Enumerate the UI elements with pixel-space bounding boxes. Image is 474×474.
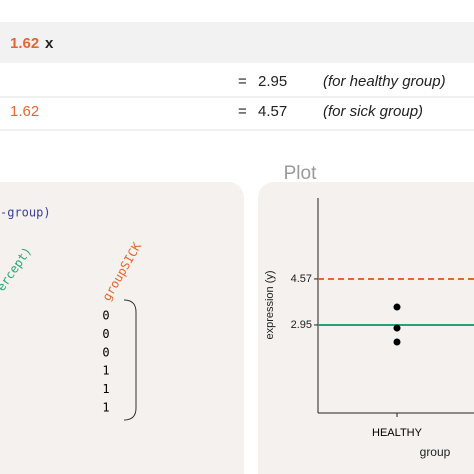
matrix-cell: 1: [102, 382, 109, 396]
y-tick-label: 4.57: [291, 273, 312, 285]
matrix-cell: 1: [102, 364, 109, 378]
matrix-cell: 0: [102, 327, 109, 341]
point: [393, 303, 401, 311]
plot-area: 2.95 4.57 HEALTHY: [291, 198, 474, 439]
bracket: [123, 299, 137, 421]
coefficient: 1.62: [10, 35, 39, 52]
plot-panel: [258, 182, 474, 474]
chart-title: Plot: [284, 163, 317, 184]
top-band: [0, 22, 474, 63]
coefficient: 1.62: [10, 103, 39, 120]
x-tick-label: HEALTHY: [372, 427, 423, 439]
matrix-cell: 0: [102, 345, 109, 359]
x-axis-label: group: [420, 445, 451, 459]
note: (for healthy group): [323, 73, 446, 90]
result: 4.57: [258, 103, 287, 120]
point: [393, 324, 401, 332]
matrix: 0 0 0 1 1 1: [102, 309, 109, 415]
variable: x: [45, 35, 54, 52]
equals: =: [238, 103, 247, 120]
code-panel: [0, 182, 244, 474]
point: [393, 338, 401, 346]
matrix-cell: 1: [102, 401, 109, 415]
equals: =: [238, 73, 247, 90]
y-tick-label: 2.95: [291, 319, 312, 331]
matrix-cell: 0: [102, 309, 109, 323]
note: (for sick group): [323, 103, 423, 120]
code-text: -group): [0, 206, 51, 220]
result: 2.95: [258, 73, 287, 90]
y-axis-label: expression (y): [264, 270, 276, 339]
